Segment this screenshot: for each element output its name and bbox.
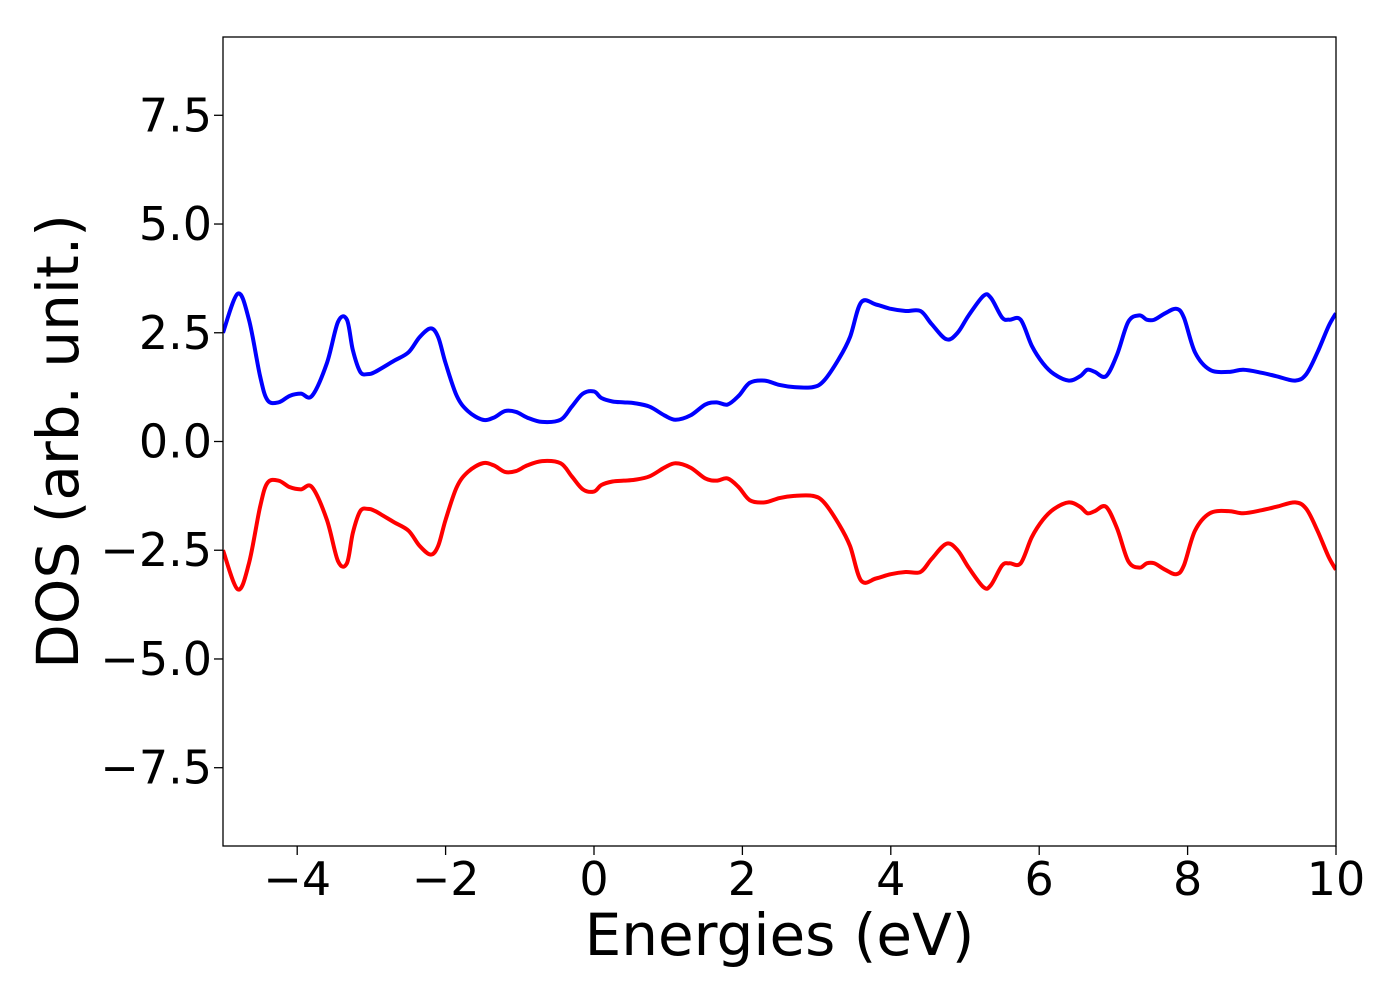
- x-tick-label: 6: [1025, 852, 1054, 906]
- x-tick-label: −4: [263, 852, 331, 906]
- y-tick-label: 7.5: [139, 88, 212, 142]
- x-tick-label: 10: [1307, 852, 1366, 906]
- series-line-2: [223, 458, 1336, 592]
- y-axis-title: DOS (arb. unit.): [24, 214, 92, 669]
- series-layer: [223, 291, 1336, 592]
- x-axis-title: Energies (eV): [585, 901, 975, 969]
- y-tick-label: −5.0: [100, 632, 212, 686]
- x-tick-label: 0: [579, 852, 608, 906]
- x-tick-label: 2: [728, 852, 757, 906]
- y-tick-label: −7.5: [100, 741, 212, 795]
- x-tick-label: 8: [1173, 852, 1202, 906]
- series-line-1: [223, 291, 1336, 425]
- y-tick-label: 5.0: [139, 197, 212, 251]
- y-tick-label: 2.5: [139, 306, 212, 360]
- x-tick-label: 4: [876, 852, 905, 906]
- y-tick-label: 0.0: [139, 415, 212, 469]
- x-tick-label: −2: [412, 852, 480, 906]
- y-tick-label: −2.5: [100, 523, 212, 577]
- x-axis: −4 −2 0 2 4 6 8 10: [263, 846, 1365, 906]
- plot-frame: [222, 36, 1337, 847]
- y-axis: 7.5 5.0 2.5 0.0 −2.5 −5.0 −7.5: [100, 88, 223, 795]
